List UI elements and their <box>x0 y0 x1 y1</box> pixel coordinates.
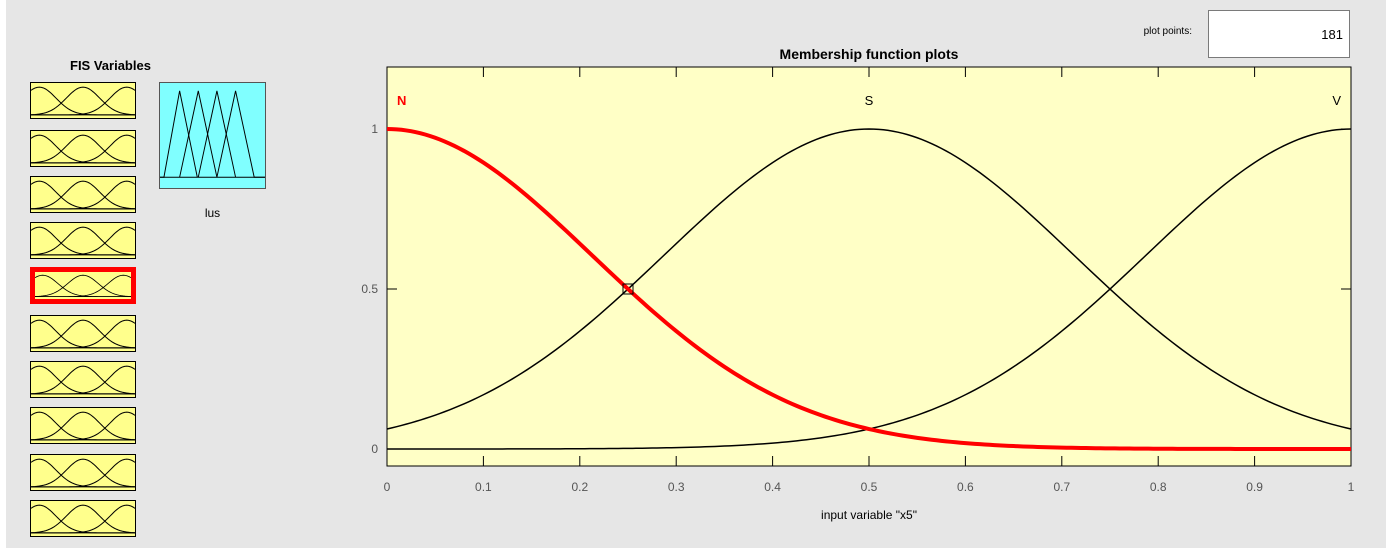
mf-label-N: N <box>397 93 406 108</box>
mf-label-V: V <box>1332 93 1341 108</box>
gaussian-mf-icon <box>31 458 135 488</box>
input-variable-box[interactable] <box>30 361 136 398</box>
y-tick-label: 0 <box>371 442 378 456</box>
chart-title: Membership function plots <box>780 46 959 62</box>
mf-curve-S <box>386 128 1352 430</box>
triangle-mf-icon <box>160 90 265 178</box>
mf-label-S: S <box>865 93 874 108</box>
x-tick-label: 0.6 <box>957 480 974 494</box>
y-tick-label: 1 <box>371 122 378 136</box>
plot-area <box>386 66 1352 467</box>
x-tick-label: 0.2 <box>571 480 588 494</box>
x-tick-label: 0.4 <box>764 480 781 494</box>
window-left-edge <box>0 0 6 548</box>
gaussian-mf-icon <box>31 134 135 164</box>
output-variable-box[interactable] <box>159 82 266 189</box>
plot-points-label: plot points: <box>1143 26 1192 37</box>
x-tick-label: 0.5 <box>861 480 878 494</box>
input-variable-box[interactable] <box>30 454 136 491</box>
gaussian-mf-icon <box>31 180 135 210</box>
input-variable-box[interactable] <box>30 267 136 304</box>
gaussian-mf-icon <box>31 86 135 116</box>
gaussian-mf-icon <box>31 365 135 395</box>
selection-marker <box>622 283 634 295</box>
y-tick-label: 0.5 <box>361 282 378 296</box>
input-variable-box[interactable] <box>30 500 136 537</box>
gaussian-mf-icon <box>31 226 135 256</box>
plot-points-input[interactable] <box>1208 10 1350 58</box>
output-variable-label: lus <box>204 206 221 220</box>
input-variable-box[interactable] <box>30 176 136 213</box>
gaussian-mf-icon <box>31 319 135 349</box>
x-axis-label: input variable "x5" <box>821 508 917 522</box>
gaussian-mf-icon <box>31 411 135 441</box>
x-tick-label: 0 <box>384 480 391 494</box>
input-variable-box[interactable] <box>30 130 136 167</box>
x-tick-label: 0.3 <box>668 480 685 494</box>
input-variable-box[interactable] <box>30 315 136 352</box>
gaussian-mf-icon <box>35 274 131 298</box>
x-tick-label: 0.1 <box>475 480 492 494</box>
x-tick-label: 1 <box>1348 480 1355 494</box>
fis-variables-title: FIS Variables <box>70 58 151 73</box>
input-variable-box[interactable] <box>30 222 136 259</box>
input-variable-box[interactable] <box>30 82 136 119</box>
gaussian-mf-icon <box>31 504 135 534</box>
mf-curve-N <box>386 127 1352 451</box>
x-tick-label: 0.7 <box>1053 480 1070 494</box>
x-tick-label: 0.8 <box>1150 480 1167 494</box>
input-variable-box[interactable] <box>30 407 136 444</box>
x-tick-label: 0.9 <box>1246 480 1263 494</box>
